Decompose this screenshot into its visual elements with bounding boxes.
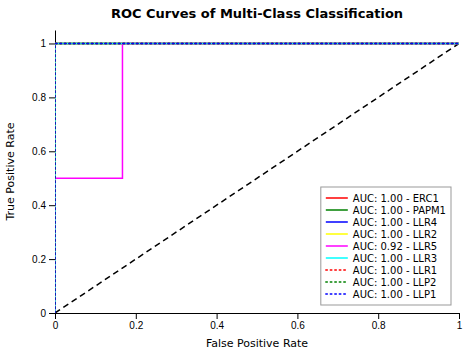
- roc-curve: [55, 43, 459, 313]
- roc-curve: [55, 43, 459, 313]
- x-tick-label: 0.8: [372, 320, 386, 331]
- x-tick: 0.6: [291, 313, 305, 331]
- x-axis-title: False Positive Rate: [206, 337, 308, 350]
- y-tick-mark: [49, 97, 55, 98]
- y-tick-mark: [49, 151, 55, 152]
- x-tick: 0.4: [210, 313, 224, 331]
- y-tick-label: 0.8: [32, 92, 46, 103]
- roc-curve: [55, 43, 459, 313]
- roc-curve: [55, 43, 459, 313]
- y-tick-mark: [49, 43, 55, 44]
- y-tick: 0.8: [32, 92, 55, 103]
- y-axis-title: True Positive Rate: [4, 122, 17, 221]
- legend-label: AUC: 1.00 - LLR4: [353, 217, 437, 228]
- legend-swatch: [326, 209, 348, 211]
- y-tick-label: 0.2: [32, 254, 46, 265]
- y-axis: 0 0.2 0.4 0.6 0.8 1: [32, 31, 55, 319]
- legend-swatch: [326, 233, 348, 235]
- title: ROC Curves of Multi-Class Classification: [111, 6, 403, 21]
- roc-curve: [55, 43, 459, 313]
- roc-curve: [55, 43, 459, 313]
- x-tick-mark: [217, 313, 218, 319]
- x-tick: 0.8: [372, 313, 386, 331]
- plot-area: [55, 43, 459, 313]
- legend-label: AUC: 1.00 - PAPM1: [353, 205, 446, 216]
- legend-label: AUC: 1.00 - LLP1: [353, 289, 436, 300]
- roc-curve: [55, 43, 459, 313]
- y-tick: 0.4: [32, 200, 55, 211]
- x-tick-mark: [297, 313, 298, 319]
- x-tick-label: 0: [53, 320, 59, 331]
- y-tick-mark: [49, 313, 55, 314]
- x-tick-label: 0.4: [210, 320, 224, 331]
- x-tick: 1: [457, 313, 463, 331]
- x-tick-mark: [136, 313, 137, 319]
- x-tick: 0: [53, 313, 59, 331]
- legend-label: AUC: 1.00 - ERC1: [353, 193, 439, 204]
- legend-swatch: [326, 269, 348, 271]
- x-tick-label: 1: [457, 320, 463, 331]
- y-tick-mark: [49, 259, 55, 260]
- y-tick: 1: [40, 38, 55, 49]
- x-axis: 0 0.2 0.4 0.6 0.8 1: [53, 313, 463, 331]
- legend-swatch: [326, 293, 348, 295]
- y-tick: 0.6: [32, 146, 55, 157]
- legend: AUC: 1.00 - ERC1AUC: 1.00 - PAPM1AUC: 1.…: [321, 187, 451, 305]
- roc-curve: [55, 43, 459, 313]
- x-axis-line: [56, 313, 460, 314]
- legend-label: AUC: 0.92 - LLR5: [353, 241, 437, 252]
- x-tick-mark: [459, 313, 460, 319]
- legend-label: AUC: 1.00 - LLR3: [353, 253, 437, 264]
- y-tick-label: 0: [40, 308, 46, 319]
- reference-line: [55, 43, 459, 313]
- x-tick: 0.2: [129, 313, 143, 331]
- x-tick-mark: [55, 313, 56, 319]
- y-tick-label: 0.6: [32, 146, 46, 157]
- chart: 0 0.2 0.4 0.6 0.8 1 0 0.2 0.4 0.6 0.8 1 ROC Curves o…: [0, 0, 474, 355]
- x-tick-label: 0.2: [129, 320, 143, 331]
- legend-swatch: [326, 257, 348, 259]
- legend-swatch: [326, 197, 348, 199]
- legend-label: AUC: 1.00 - LLR2: [353, 229, 437, 240]
- legend-swatch: [326, 281, 348, 283]
- legend-box: [321, 187, 451, 305]
- x-tick-mark: [378, 313, 379, 319]
- legend-swatch: [326, 221, 348, 223]
- legend-swatch: [326, 245, 348, 247]
- x-tick-label: 0.6: [291, 320, 305, 331]
- y-tick: 0: [40, 308, 55, 319]
- legend-label: AUC: 1.00 - LLP2: [353, 277, 436, 288]
- y-tick-mark: [49, 205, 55, 206]
- roc-curve: [55, 43, 459, 313]
- y-tick-label: 1: [40, 38, 46, 49]
- legend-label: AUC: 1.00 - LLR1: [353, 265, 437, 276]
- y-tick-label: 0.4: [32, 200, 46, 211]
- y-tick: 0.2: [32, 254, 55, 265]
